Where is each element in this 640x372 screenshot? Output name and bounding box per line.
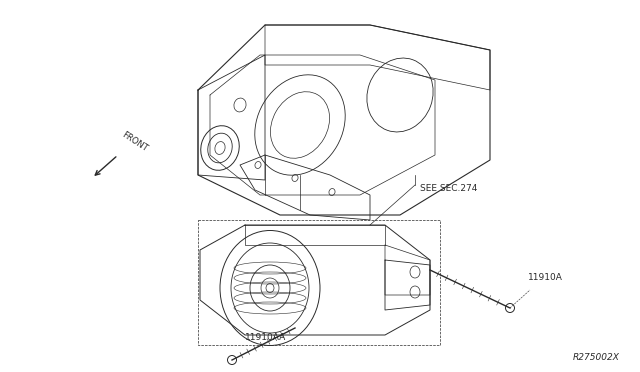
Text: SEE SEC.274: SEE SEC.274 — [420, 183, 477, 192]
Text: FRONT: FRONT — [120, 130, 149, 153]
Text: 11910A: 11910A — [528, 273, 563, 282]
Text: R275002X: R275002X — [573, 353, 620, 362]
Text: 11910AA: 11910AA — [245, 334, 286, 343]
